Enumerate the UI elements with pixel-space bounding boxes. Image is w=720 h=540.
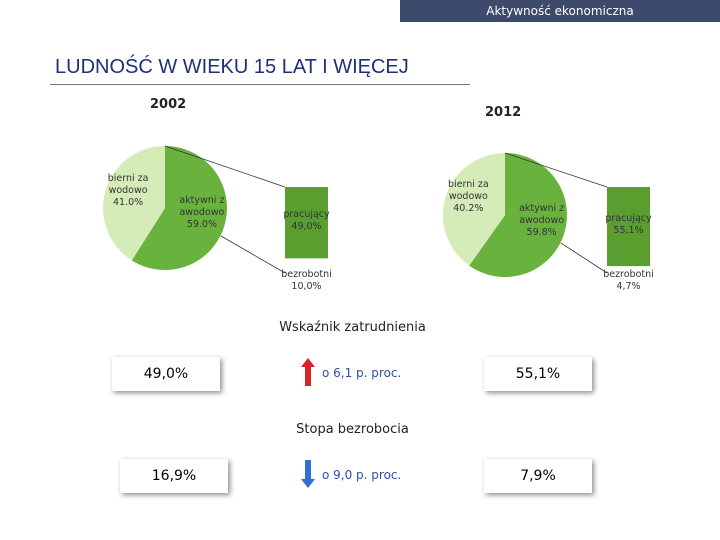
bar-segment xyxy=(607,266,650,273)
bar-value: 55,1% xyxy=(613,224,644,236)
slice-value: 59.8% xyxy=(526,226,557,238)
year-label: 2002 xyxy=(150,97,187,112)
bar-segment xyxy=(285,187,328,259)
before-box: 16,9% xyxy=(120,459,228,493)
header: Aktywność ekonomiczna xyxy=(400,0,720,22)
bar-segment xyxy=(285,258,328,273)
after-box: 55,1% xyxy=(484,357,592,391)
bar-label: bezrobotni 10,0% xyxy=(275,269,338,293)
slice-label: bierni zawodowo 41.0% xyxy=(104,173,152,209)
pie-slice xyxy=(103,146,165,261)
bar-label: pracujący 55,1% xyxy=(597,213,660,237)
after-box: 7,9% xyxy=(484,459,592,493)
slice-value: 40.2% xyxy=(453,203,484,215)
bar-category: pracujący xyxy=(605,212,652,224)
slice-label: aktywni zawodowo 59.8% xyxy=(518,203,566,239)
slice-category: bierni zawodowo xyxy=(107,173,149,197)
slice-category: aktywni zawodowo xyxy=(519,202,565,226)
connector xyxy=(164,145,286,188)
bar-value: 4,7% xyxy=(616,281,641,292)
pie-slice xyxy=(131,146,227,270)
bar-segment xyxy=(607,187,650,267)
bar-label: pracujący 49,0% xyxy=(275,209,338,233)
bar-value: 10,0% xyxy=(291,281,322,292)
pie-slice xyxy=(443,153,505,266)
slice-category: aktywni zawodowo xyxy=(179,194,225,218)
slice-value: 41.0% xyxy=(112,197,144,209)
slice-label: aktywni zawodowo 59.0% xyxy=(178,195,226,231)
bar-category: bezrobotni xyxy=(603,269,654,280)
bar-category: bezrobotni xyxy=(281,269,332,280)
bar-value: 49,0% xyxy=(291,220,322,232)
indicator-label: Stopa bezrobocia xyxy=(296,422,409,437)
year-label: 2012 xyxy=(485,105,522,120)
bar-label: bezrobotni 4,7% xyxy=(597,269,660,293)
before-box: 49,0% xyxy=(112,357,220,391)
change-arrow xyxy=(301,358,315,386)
slide-title: LUDNOŚĆ W WIEKU 15 LAT I WIĘCEJ xyxy=(55,56,409,78)
change-arrow xyxy=(301,460,315,488)
slice-label: bierni zawodowo 40.2% xyxy=(444,179,492,215)
change-text: o 9,0 p. proc. xyxy=(322,468,402,482)
bar-category: pracujący xyxy=(283,208,330,220)
title-rule xyxy=(50,84,470,85)
slice-category: bierni zawodowo xyxy=(447,179,489,203)
connector xyxy=(560,242,608,274)
indicator-label: Wskaźnik zatrudnienia xyxy=(279,320,426,335)
connector xyxy=(220,235,286,274)
pie-slice xyxy=(469,153,567,278)
connector xyxy=(504,152,608,188)
change-text: o 6,1 p. proc. xyxy=(322,366,402,380)
slice-value: 59.0% xyxy=(186,218,217,230)
